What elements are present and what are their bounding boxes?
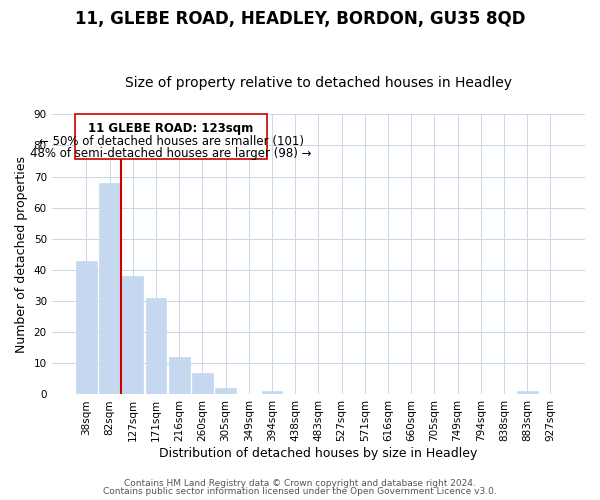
Text: Contains public sector information licensed under the Open Government Licence v3: Contains public sector information licen…: [103, 487, 497, 496]
Text: 48% of semi-detached houses are larger (98) →: 48% of semi-detached houses are larger (…: [30, 147, 312, 160]
FancyBboxPatch shape: [75, 114, 268, 160]
Title: Size of property relative to detached houses in Headley: Size of property relative to detached ho…: [125, 76, 512, 90]
Bar: [262, 392, 283, 394]
Y-axis label: Number of detached properties: Number of detached properties: [15, 156, 28, 353]
Text: ← 50% of detached houses are smaller (101): ← 50% of detached houses are smaller (10…: [38, 134, 304, 147]
Text: 11, GLEBE ROAD, HEADLEY, BORDON, GU35 8QD: 11, GLEBE ROAD, HEADLEY, BORDON, GU35 8Q…: [75, 10, 525, 28]
Bar: [76, 260, 97, 394]
X-axis label: Distribution of detached houses by size in Headley: Distribution of detached houses by size …: [159, 447, 478, 460]
Bar: [169, 357, 190, 395]
Bar: [146, 298, 166, 394]
Bar: [192, 372, 213, 394]
Text: 11 GLEBE ROAD: 123sqm: 11 GLEBE ROAD: 123sqm: [88, 122, 254, 135]
Bar: [517, 392, 538, 394]
Bar: [215, 388, 236, 394]
Bar: [122, 276, 143, 394]
Text: Contains HM Land Registry data © Crown copyright and database right 2024.: Contains HM Land Registry data © Crown c…: [124, 478, 476, 488]
Bar: [99, 183, 120, 394]
